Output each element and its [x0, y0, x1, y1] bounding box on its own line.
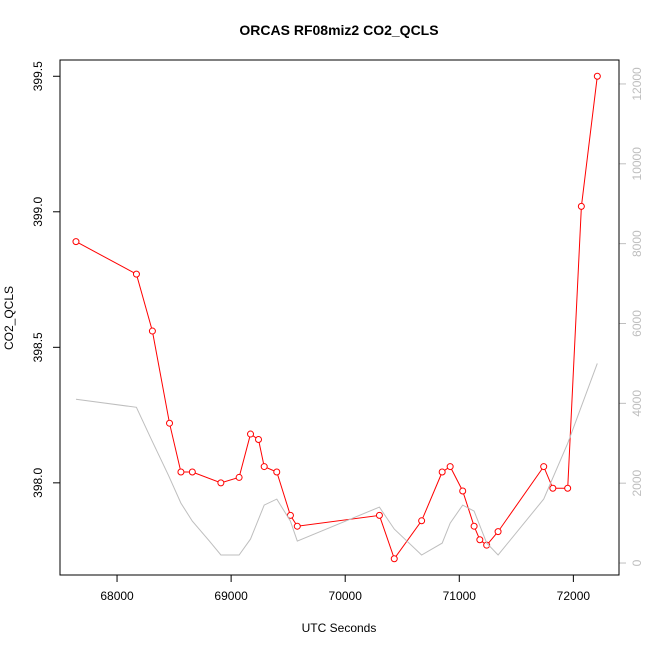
data-point [247, 430, 255, 438]
y2-tick-label: 10000 [630, 147, 644, 181]
series-line-1 [75, 363, 598, 556]
data-point [188, 468, 196, 476]
plot-area-frame [59, 59, 620, 576]
data-point [72, 238, 80, 246]
x-tick-label: 68000 [100, 589, 134, 603]
data-point [494, 528, 502, 536]
data-point [418, 517, 426, 525]
y2-tick-label: 8000 [630, 230, 644, 257]
y2-tick-label: 4000 [630, 390, 644, 417]
data-point [286, 511, 294, 519]
y-axis-label: CO2_QCLS [2, 286, 16, 350]
data-point [438, 468, 446, 476]
data-point [540, 463, 548, 471]
y2-tick-label: 12000 [630, 67, 644, 101]
data-point [390, 555, 398, 563]
y2-tick-label: 6000 [630, 310, 644, 337]
data-point [470, 522, 478, 530]
x-tick-label: 69000 [214, 589, 248, 603]
data-point [446, 463, 454, 471]
data-point [375, 511, 383, 519]
x-tick-label: 70000 [329, 589, 363, 603]
series-line-0 [75, 76, 598, 560]
data-point [148, 327, 156, 335]
data-point [273, 468, 281, 476]
data-point [459, 487, 467, 495]
x-tick-label: 72000 [557, 589, 591, 603]
axes-layer: 68000 69000 70000 71000 72000 398.0 398.5 399.0… [31, 61, 644, 603]
data-point [255, 435, 263, 443]
x-tick-label: 71000 [443, 589, 477, 603]
y2-tick-label: 2000 [630, 470, 644, 497]
data-point [293, 522, 301, 530]
series-layer [72, 72, 601, 563]
y-tick-label: 399.5 [31, 61, 45, 91]
data-point [166, 419, 174, 427]
y-tick-label: 399.0 [31, 196, 45, 226]
y-tick-label: 398.5 [31, 332, 45, 362]
data-point [593, 72, 601, 80]
data-point [476, 536, 484, 544]
data-point [132, 270, 140, 278]
data-point [564, 484, 572, 492]
data-point [577, 202, 585, 210]
y-tick-label: 398.0 [31, 468, 45, 498]
chart-title: ORCAS RF08miz2 CO2_QCLS [239, 22, 438, 38]
data-point [549, 484, 557, 492]
y2-tick-label: 0 [630, 559, 644, 566]
data-point [235, 473, 243, 481]
data-point [177, 468, 185, 476]
data-point [260, 463, 268, 471]
data-point [217, 479, 225, 487]
x-axis-label: UTC Seconds [302, 621, 377, 635]
